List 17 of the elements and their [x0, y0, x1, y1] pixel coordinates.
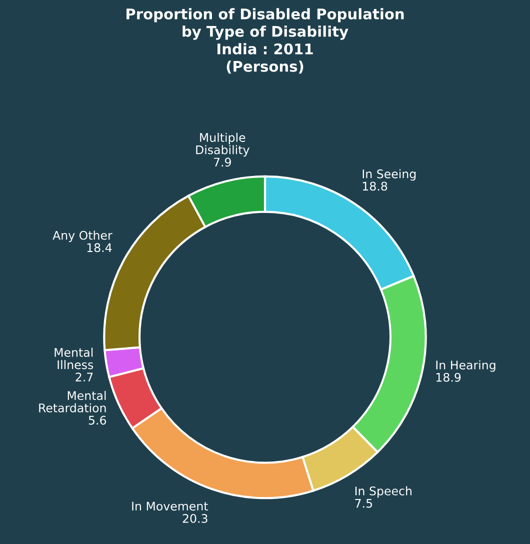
slice-label: Any Other	[52, 230, 112, 242]
slice-label: In Seeing	[362, 169, 416, 181]
data-label: 7.9	[214, 158, 231, 167]
slice-label: Mental Illness	[54, 348, 94, 370]
data-label: 2.7	[76, 372, 93, 382]
data-label: 7.5	[355, 498, 372, 508]
chart-title: Proportion of Disabled Population by Type of Disability India : 2011 (Persons)	[126, 8, 404, 74]
slice-label: In Hearing	[436, 360, 496, 372]
slice-label: Mental Retardation	[39, 390, 106, 412]
slice-label: Multiple Disability	[196, 132, 250, 157]
data-label: 5.6	[88, 416, 106, 425]
slice-label: In Movement	[132, 502, 208, 511]
data-label: 18.4	[87, 243, 112, 252]
data-label: 18.8	[362, 182, 388, 191]
data-label: 18.9	[436, 372, 461, 382]
slice-label: In Speech	[355, 486, 412, 498]
data-label: 20.3	[182, 514, 208, 523]
